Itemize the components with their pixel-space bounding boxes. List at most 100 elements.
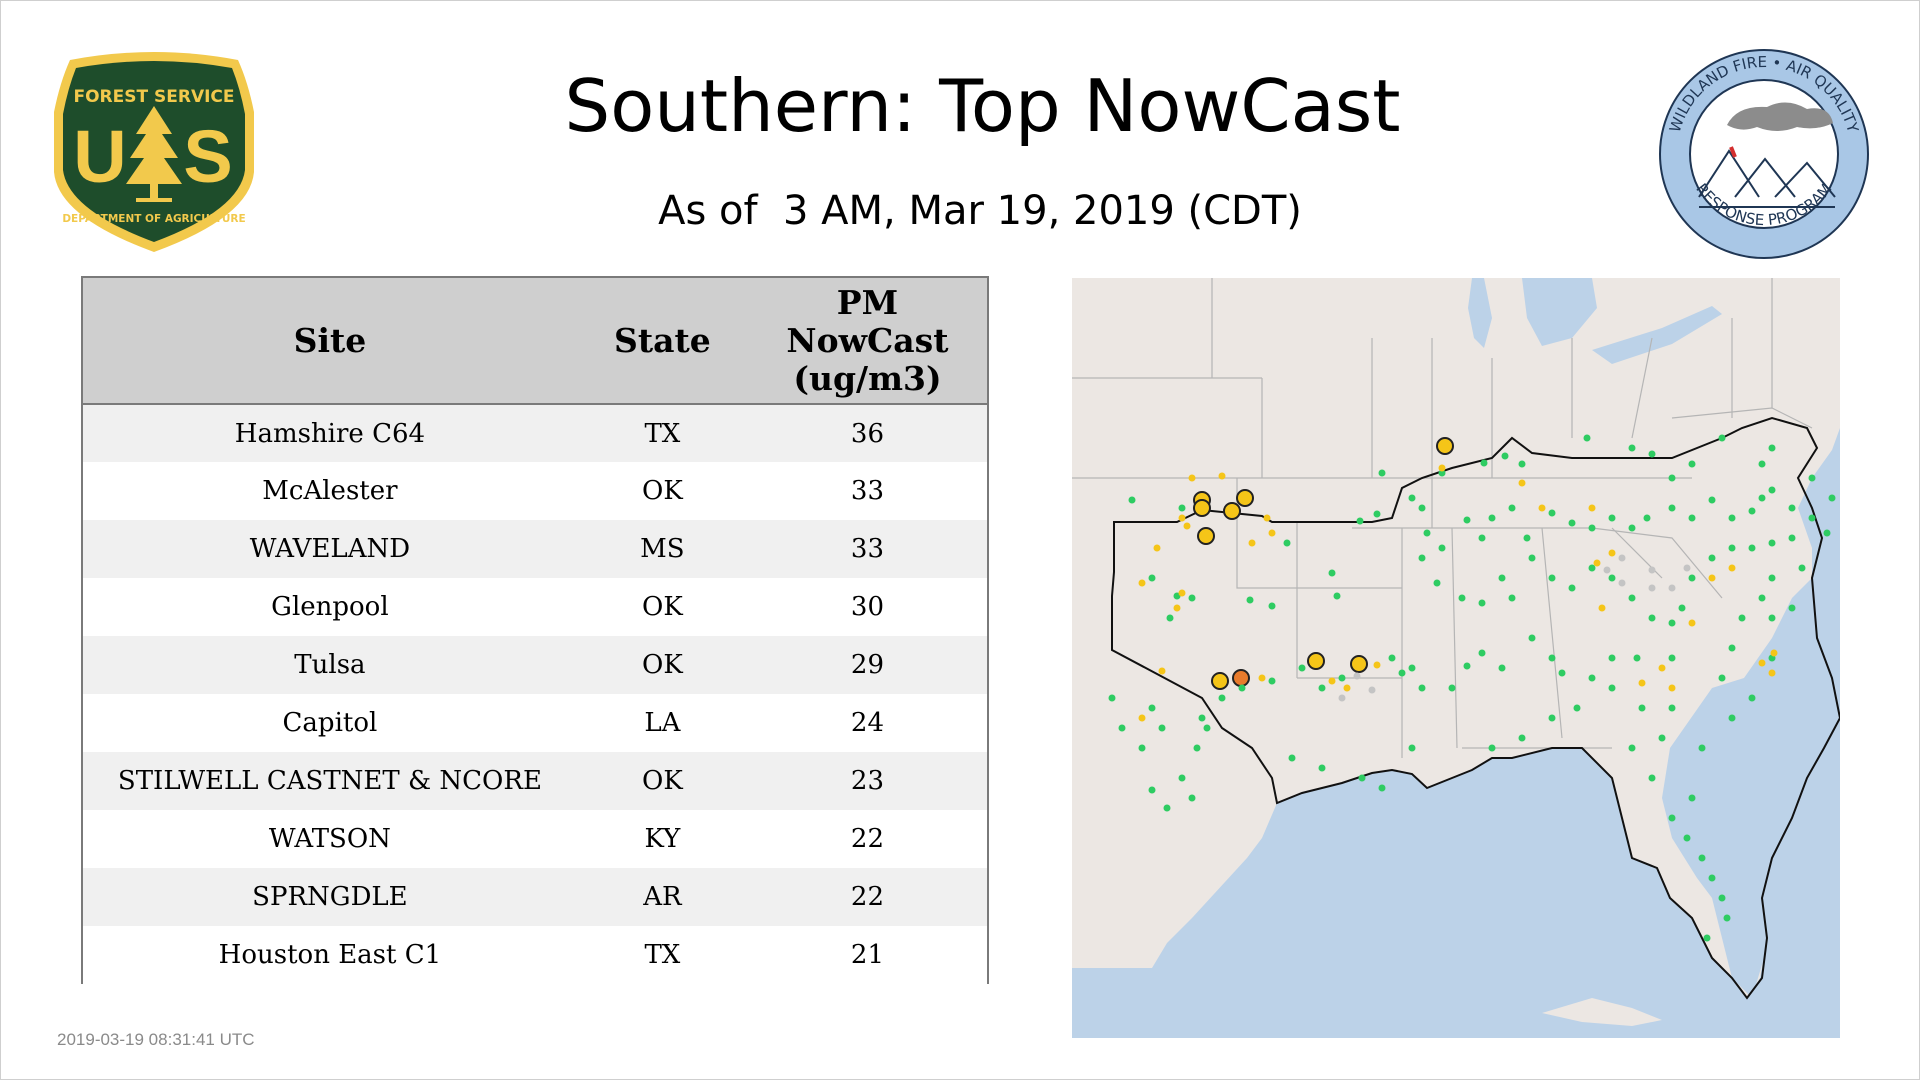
monitor-point: [1433, 579, 1441, 587]
monitor-point: [1788, 504, 1796, 512]
monitor-point: [1643, 514, 1651, 522]
monitor-point: [1478, 534, 1486, 542]
cell-site: McAlester: [262, 476, 398, 506]
cell-nowcast: 29: [850, 650, 884, 680]
monitor-point: [1197, 527, 1215, 545]
cell-nowcast: 22: [850, 882, 884, 912]
cell-nowcast: 21: [850, 940, 884, 970]
monitor-point: [1788, 534, 1796, 542]
monitor-point: [1708, 574, 1716, 582]
monitor-point: [1718, 674, 1726, 682]
monitor-point: [1438, 544, 1446, 552]
monitor-point: [1153, 544, 1161, 552]
monitor-point: [1318, 684, 1326, 692]
monitor-point: [1463, 662, 1471, 670]
monitor-point: [1708, 874, 1716, 882]
monitor-point: [1268, 529, 1276, 537]
page-subtitle: As of 3 AM, Mar 19, 2019 (CDT): [658, 188, 1302, 234]
monitor-point: [1418, 504, 1426, 512]
monitor-point: [1193, 499, 1211, 517]
fs-letter-s: S: [183, 115, 232, 198]
monitor-point: [1548, 714, 1556, 722]
monitor-point: [1193, 744, 1201, 752]
monitor-point: [1388, 654, 1396, 662]
monitor-point: [1698, 854, 1706, 862]
monitor-point: [1728, 644, 1736, 652]
monitor-point: [1488, 514, 1496, 522]
monitor-point: [1748, 507, 1756, 515]
monitor-point: [1188, 594, 1196, 602]
monitor-point: [1523, 534, 1531, 542]
monitor-point: [1828, 494, 1836, 502]
table-row: Glenpool OK 30: [83, 578, 987, 636]
header-line: (ug/m3): [793, 358, 942, 398]
monitor-point: [1703, 934, 1711, 942]
monitor-point: [1408, 664, 1416, 672]
monitor-point: [1638, 679, 1646, 687]
pine-tree-icon: [126, 106, 182, 202]
monitor-point: [1633, 654, 1641, 662]
monitor-point: [1518, 479, 1526, 487]
monitor-point: [1378, 469, 1386, 477]
monitor-point: [1588, 564, 1596, 572]
cell-state: AR: [643, 882, 682, 912]
monitor-point: [1718, 894, 1726, 902]
cell-site: SPRNGDLE: [252, 882, 408, 912]
table-row: STILWELL CASTNET & NCORE OK 23: [83, 752, 987, 810]
monitor-point: [1198, 714, 1206, 722]
monitor-point: [1488, 744, 1496, 752]
table-row: SPRNGDLE AR 22: [83, 868, 987, 926]
monitor-point: [1708, 554, 1716, 562]
timestamp-footer: 2019-03-19 08:31:41 UTC: [57, 1030, 255, 1049]
monitor-point: [1688, 460, 1696, 468]
monitor-point: [1458, 594, 1466, 602]
monitor-point: [1518, 460, 1526, 468]
monitor-point: [1158, 724, 1166, 732]
monitor-point: [1658, 664, 1666, 672]
monitor-point: [1618, 579, 1626, 587]
monitor-point: [1478, 599, 1486, 607]
monitor-point: [1438, 464, 1446, 472]
monitor-point: [1548, 574, 1556, 582]
cell-state: OK: [642, 476, 683, 506]
monitor-point: [1648, 774, 1656, 782]
monitor-point: [1768, 574, 1776, 582]
monitor-point: [1508, 504, 1516, 512]
monitor-point: [1668, 704, 1676, 712]
monitor-point: [1688, 574, 1696, 582]
lake-huron-erie: [1522, 278, 1597, 346]
monitor-point: [1558, 669, 1566, 677]
monitor-point: [1758, 460, 1766, 468]
monitor-point: [1353, 672, 1361, 680]
monitor-point: [1178, 514, 1186, 522]
cell-state: KY: [644, 824, 681, 854]
monitor-point: [1343, 684, 1351, 692]
monitor-point: [1183, 522, 1191, 530]
monitor-point: [1538, 504, 1546, 512]
monitor-point: [1768, 669, 1776, 677]
monitor-point: [1668, 619, 1676, 627]
monitor-point: [1236, 489, 1254, 507]
cell-site: Glenpool: [271, 592, 389, 622]
monitor-point: [1648, 450, 1656, 458]
monitor-point: [1598, 604, 1606, 612]
monitor-point: [1232, 669, 1250, 687]
monitor-point: [1238, 684, 1246, 692]
cell-site: WATSON: [268, 824, 391, 854]
fs-top-text: FOREST SERVICE: [73, 87, 234, 107]
monitor-point: [1608, 514, 1616, 522]
monitor-point: [1448, 684, 1456, 692]
monitor-point: [1568, 519, 1576, 527]
monitor-point: [1683, 834, 1691, 842]
monitor-point: [1608, 654, 1616, 662]
monitor-point: [1628, 594, 1636, 602]
lake-michigan: [1468, 278, 1492, 348]
monitor-point: [1138, 579, 1146, 587]
monitor-point: [1148, 704, 1156, 712]
monitor-point: [1246, 596, 1254, 604]
monitor-point: [1148, 574, 1156, 582]
header-line: PM: [836, 282, 899, 322]
monitor-point: [1718, 434, 1726, 442]
monitor-point: [1138, 744, 1146, 752]
cell-state: OK: [642, 766, 683, 796]
